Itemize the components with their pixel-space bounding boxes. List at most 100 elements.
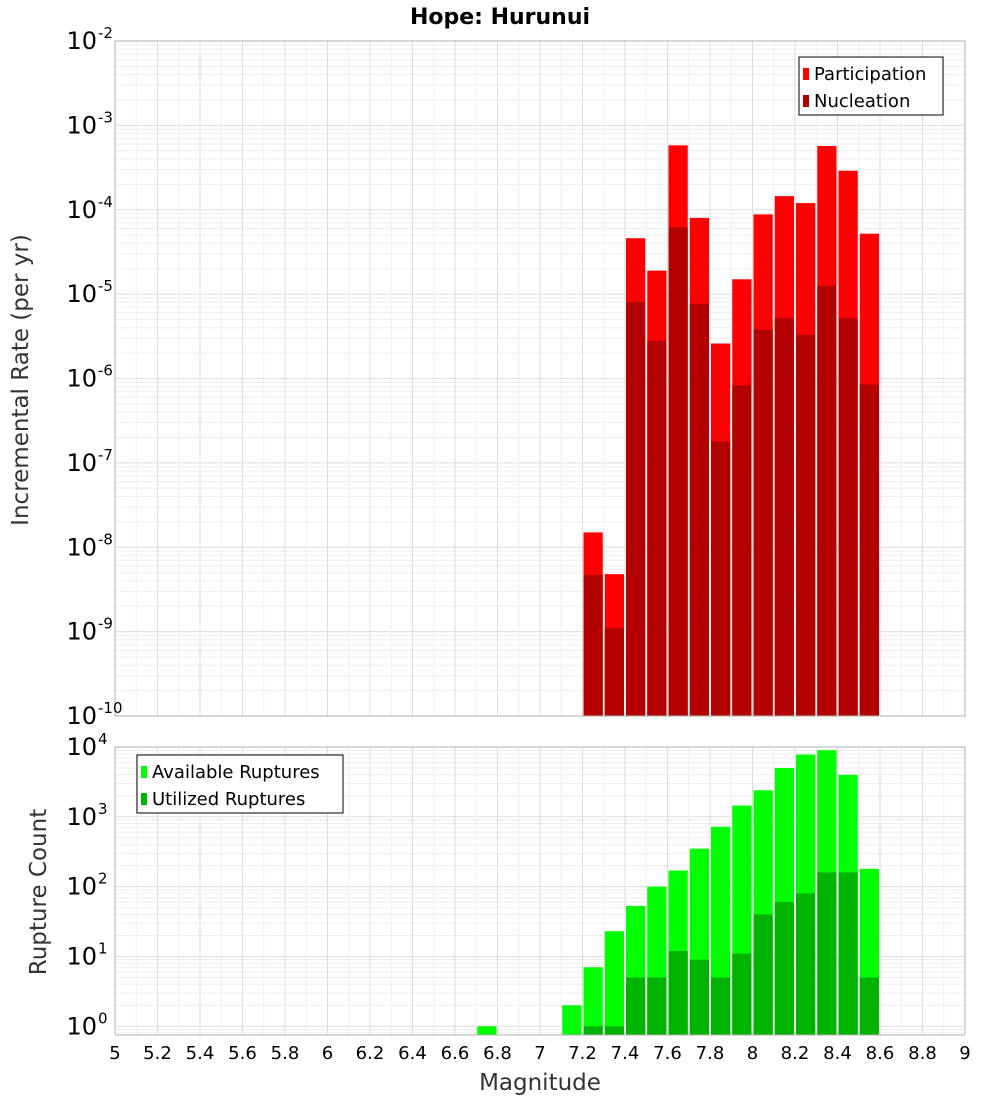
x-axis-label: Magnitude xyxy=(479,1070,601,1096)
y-tick-label-exponent: -9 xyxy=(98,615,113,633)
nucleation-bar xyxy=(796,334,816,716)
utilized-ruptures-bar xyxy=(647,977,667,1035)
legend-swatch xyxy=(803,95,809,107)
y-tick-label-base: 10 xyxy=(66,27,97,55)
utilized-ruptures-bar xyxy=(626,977,646,1035)
utilized-ruptures-bar xyxy=(689,959,709,1035)
y-tick-label-exponent: -8 xyxy=(98,530,113,548)
x-tick-label: 5.6 xyxy=(228,1043,257,1064)
bottom-plot-border xyxy=(114,746,966,1036)
available-ruptures-bar xyxy=(583,967,603,1035)
utilized-ruptures-bar xyxy=(796,893,816,1035)
y-tick-label-base: 10 xyxy=(66,733,97,761)
y-tick-label-base: 10 xyxy=(66,449,97,477)
top-y-axis-label: Incremental Rate (per yr) xyxy=(8,234,34,526)
utilized-ruptures-bar xyxy=(838,872,858,1035)
y-tick-label-exponent: -4 xyxy=(98,193,113,211)
y-tick-label-base: 10 xyxy=(66,365,97,393)
x-tick-label: 6.2 xyxy=(356,1043,385,1064)
legend-box xyxy=(136,754,344,814)
x-tick-label: 6 xyxy=(322,1043,333,1064)
available-ruptures-bar xyxy=(604,931,624,1035)
x-tick-label: 9 xyxy=(959,1043,970,1064)
x-tick-label: 8.6 xyxy=(866,1043,895,1064)
top-plot-border xyxy=(114,40,966,717)
x-tick-label: 6.8 xyxy=(483,1043,512,1064)
x-tick-label: 8.8 xyxy=(908,1043,937,1064)
legend-swatch xyxy=(803,68,809,80)
x-tick-label: 5.8 xyxy=(271,1043,300,1064)
nucleation-bar xyxy=(583,574,603,716)
utilized-ruptures-bar xyxy=(711,977,731,1035)
utilized-ruptures-bar xyxy=(668,950,688,1035)
y-tick-label-exponent: -2 xyxy=(98,24,113,42)
top-bars xyxy=(583,145,879,717)
y-tick-label-base: 10 xyxy=(66,618,97,646)
bottom-legend: Available Ruptures Utilized Ruptures xyxy=(136,754,344,814)
utilized-ruptures-bar xyxy=(817,872,837,1035)
legend-label: Nucleation xyxy=(814,91,910,112)
y-tick-label-exponent: -6 xyxy=(98,362,113,380)
y-tick-label-exponent: 1 xyxy=(98,939,108,957)
x-tick-label: 6.4 xyxy=(398,1043,427,1064)
x-tick-label: 5 xyxy=(109,1043,120,1064)
nucleation-bar xyxy=(647,340,667,716)
utilized-ruptures-bar xyxy=(732,953,752,1035)
nucleation-bar xyxy=(774,318,794,716)
y-tick-label-base: 10 xyxy=(66,873,97,901)
y-tick-label-base: 10 xyxy=(66,196,97,224)
utilized-ruptures-bar xyxy=(583,1026,603,1035)
nucleation-bar xyxy=(817,285,837,716)
nucleation-bar xyxy=(753,329,773,716)
utilized-ruptures-bar xyxy=(859,977,879,1035)
utilized-ruptures-bar xyxy=(753,914,773,1035)
x-tick-label: 8.2 xyxy=(781,1043,810,1064)
y-tick-label-exponent: -3 xyxy=(98,108,113,126)
y-tick-label-base: 10 xyxy=(66,111,97,139)
y-tick-label-exponent: -10 xyxy=(98,699,123,717)
y-tick-label-exponent: -7 xyxy=(98,446,113,464)
x-tick-label: 7.4 xyxy=(611,1043,640,1064)
x-tick-label: 7.6 xyxy=(653,1043,682,1064)
y-tick-label-exponent: 3 xyxy=(98,800,108,818)
utilized-ruptures-bar xyxy=(774,902,794,1035)
chart-title: Hope: Hurunui xyxy=(410,5,590,30)
y-tick-label-base: 10 xyxy=(66,280,97,308)
available-ruptures-bar xyxy=(477,1026,497,1035)
nucleation-bar xyxy=(859,384,879,716)
utilized-ruptures-bar xyxy=(604,1026,624,1035)
bottom-y-axis-label: Rupture Count xyxy=(26,809,52,975)
available-ruptures-bar xyxy=(562,1005,582,1035)
x-tick-label: 8.4 xyxy=(823,1043,852,1064)
y-tick-label-base: 10 xyxy=(66,942,97,970)
legend-swatch xyxy=(141,793,147,805)
nucleation-bar xyxy=(626,301,646,716)
legend-swatch xyxy=(141,766,147,778)
legend-label: Available Ruptures xyxy=(152,762,320,783)
bottom-bars xyxy=(477,750,879,1035)
y-tick-label-base: 10 xyxy=(66,702,97,730)
x-tick-label: 7.2 xyxy=(568,1043,597,1064)
nucleation-bar xyxy=(732,385,752,716)
x-tick-label: 6.6 xyxy=(441,1043,470,1064)
top-legend: Participation Nucleation xyxy=(798,56,944,116)
y-tick-label-exponent: -5 xyxy=(98,277,113,295)
y-tick-label-base: 10 xyxy=(66,1012,97,1040)
y-tick-label-base: 10 xyxy=(66,533,97,561)
nucleation-bar xyxy=(711,441,731,716)
legend-label: Utilized Ruptures xyxy=(152,789,305,810)
x-tick-label: 8 xyxy=(747,1043,758,1064)
nucleation-bar xyxy=(668,227,688,716)
y-tick-label-exponent: 0 xyxy=(98,1009,108,1027)
x-tick-label: 7 xyxy=(534,1043,545,1064)
legend-label: Participation xyxy=(814,64,926,85)
y-tick-label-exponent: 4 xyxy=(98,730,108,748)
y-tick-label-base: 10 xyxy=(66,803,97,831)
nucleation-bar xyxy=(838,318,858,716)
y-tick-label-exponent: 2 xyxy=(98,870,108,888)
x-tick-label: 7.8 xyxy=(696,1043,725,1064)
nucleation-bar xyxy=(689,303,709,716)
